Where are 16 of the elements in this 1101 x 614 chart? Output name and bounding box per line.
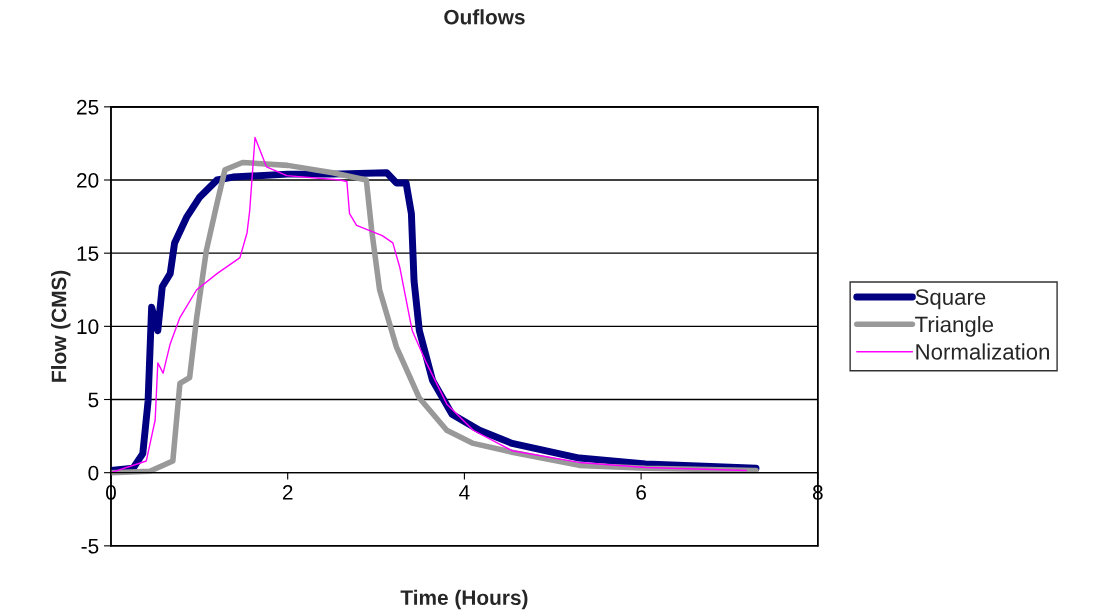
y-tick-label: 10 [77, 319, 99, 335]
y-tick-label: 20 [77, 173, 99, 188]
x-tick-label: 6 [636, 485, 646, 500]
y-tick-label: 15 [77, 246, 99, 261]
x-tick-label: 2 [282, 485, 293, 500]
y-tick-label: 0 [88, 465, 99, 481]
legend-label: Square [915, 289, 986, 310]
legend-label: Normalization [916, 343, 1049, 360]
y-axis-title: Flow (CMS) [51, 270, 71, 382]
x-tick-label: 4 [459, 485, 470, 500]
y-tick-label: 5 [88, 392, 99, 408]
chart-title: Ouflows [444, 9, 525, 25]
x-axis-title: Time (Hours) [400, 589, 528, 610]
legend-label: Triangle [915, 315, 994, 337]
y-tick-label: -5 [81, 539, 99, 554]
y-tick-label: 25 [77, 99, 99, 115]
